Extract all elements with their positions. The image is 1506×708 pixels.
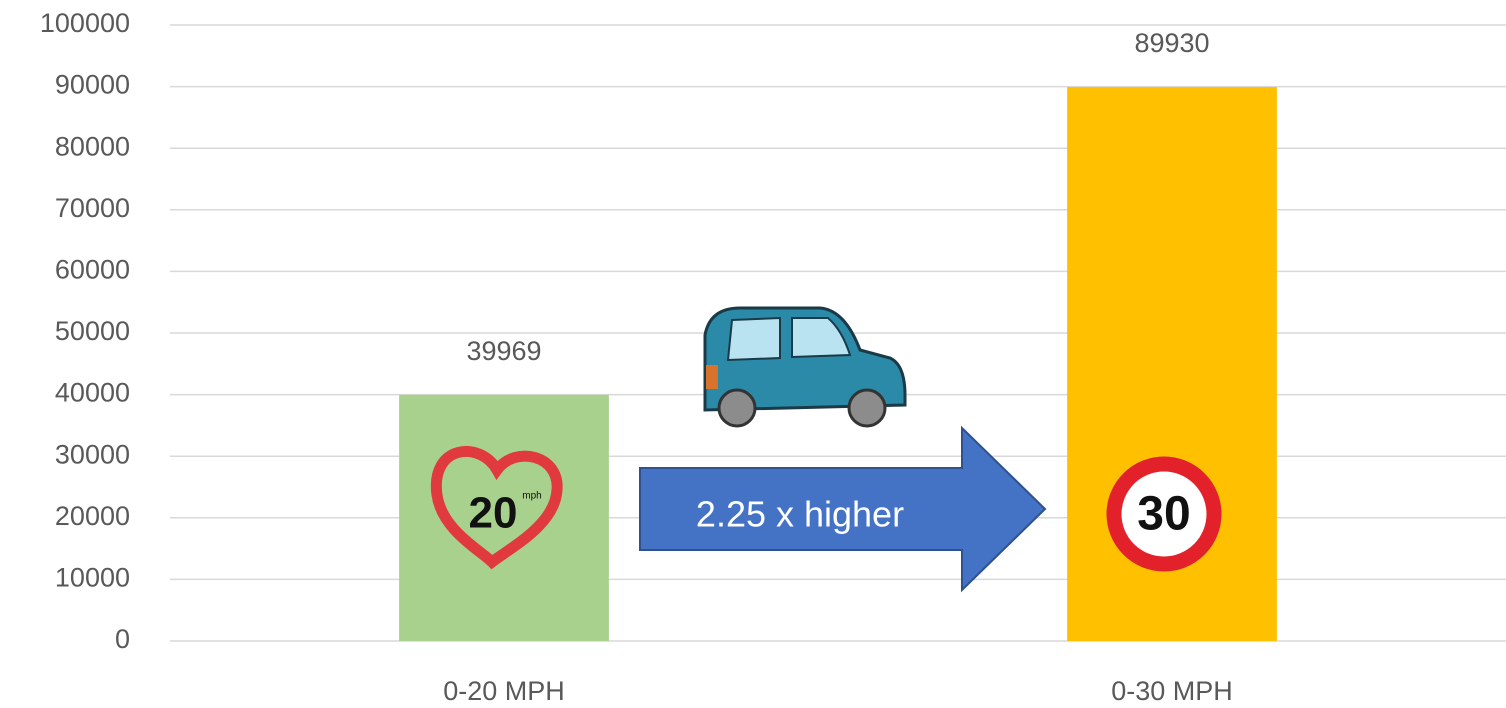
arrow-label: 2.25 x higher — [696, 494, 904, 535]
car-icon — [705, 308, 905, 426]
data-label: 89930 — [1134, 28, 1209, 58]
y-tick-label: 0 — [115, 624, 130, 654]
y-tick-label: 90000 — [55, 70, 130, 100]
y-tick-label: 70000 — [55, 193, 130, 223]
x-tick-label: 0-20 MPH — [443, 676, 565, 706]
y-tick-label: 100000 — [40, 8, 130, 38]
y-tick-label: 20000 — [55, 501, 130, 531]
chart: 0 10000 20000 30000 40000 50000 60000 70000 8000… — [0, 0, 1506, 708]
sign-30-label: 30 — [1137, 488, 1190, 541]
y-tick-label: 50000 — [55, 316, 130, 346]
y-tick-label: 80000 — [55, 131, 130, 161]
sign-20-label: 20 — [469, 489, 518, 538]
x-tick-label: 0-30 MPH — [1111, 676, 1233, 706]
y-tick-label: 60000 — [55, 255, 130, 285]
data-label: 39969 — [466, 336, 541, 366]
y-tick-label: 30000 — [55, 439, 130, 469]
sign-20-unit: mph — [522, 491, 541, 502]
y-tick-label: 40000 — [55, 378, 130, 408]
sign-30-icon: 30 — [1114, 464, 1214, 564]
y-tick-label: 10000 — [55, 563, 130, 593]
